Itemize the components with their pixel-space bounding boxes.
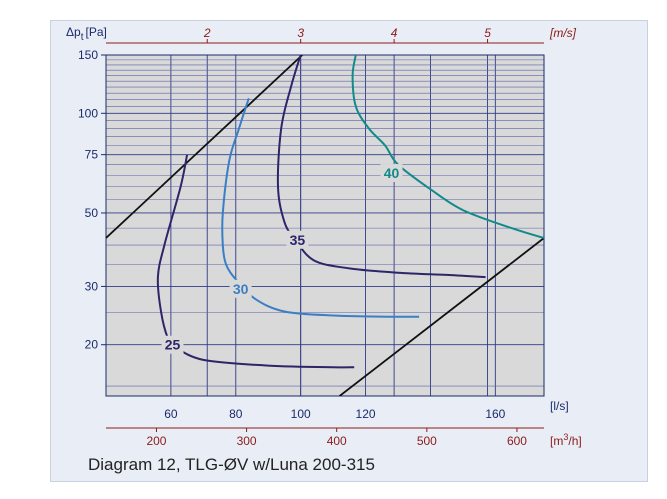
x-tick-label-120: 120	[356, 407, 376, 421]
limit-line-2	[339, 237, 544, 396]
m3h-unit-label: [m3/h]	[550, 432, 582, 448]
m3h-tick-label-600: 600	[507, 434, 527, 448]
x-tick-label-80: 80	[229, 407, 243, 421]
chart-svg: 20 30 50 75 100 150 Δpt [Pa] 2 3 4 5 [m/s] 60 80 100 120…	[66, 25, 582, 448]
x-tick-label-100: 100	[291, 407, 311, 421]
m3h-tick-label-500: 500	[417, 434, 437, 448]
m3h-tick-label-400: 400	[327, 434, 347, 448]
m3h-tick-label-200: 200	[146, 434, 166, 448]
ms-tick-label-4: 4	[391, 26, 398, 40]
curve-label-35: 35	[290, 232, 306, 248]
curve-label-bg-40	[380, 164, 403, 183]
curve-label-bg-25	[161, 335, 184, 354]
x-tick-label-60: 60	[164, 407, 178, 421]
m3h-tick-label-300: 300	[237, 434, 257, 448]
y-tick-label-100: 100	[78, 106, 98, 120]
y-tick-label-20: 20	[85, 338, 99, 352]
y-axis-label: Δpt [Pa]	[66, 25, 107, 43]
curve-40	[351, 55, 544, 239]
chart-frame: 20 30 50 75 100 150 Δpt [Pa] 2 3 4 5 [m/s] 60 80 100 120…	[50, 20, 648, 482]
ms-unit-label: [m/s]	[549, 26, 577, 40]
curve-30	[221, 97, 420, 318]
x-unit-label: [l/s]	[550, 399, 569, 413]
y-tick-label-50: 50	[85, 206, 99, 220]
curve-label-40: 40	[384, 165, 400, 181]
y-tick-label-30: 30	[85, 279, 99, 293]
y-tick-label-150: 150	[78, 48, 98, 62]
curve-label-25: 25	[165, 337, 181, 353]
ms-tick-label-2: 2	[203, 26, 211, 40]
y-tick-label-75: 75	[85, 148, 99, 162]
curve-label-bg-30	[229, 279, 252, 298]
ms-tick-label-3: 3	[297, 26, 304, 40]
diagram-caption: Diagram 12, TLG-ØV w/Luna 200-315	[88, 455, 375, 474]
ms-tick-label-5: 5	[484, 26, 491, 40]
curve-label-30: 30	[233, 281, 249, 297]
curve-label-bg-35	[286, 230, 309, 249]
plot-border	[105, 54, 545, 397]
limit-line-1	[106, 55, 303, 239]
x-tick-label-160: 160	[485, 407, 505, 421]
